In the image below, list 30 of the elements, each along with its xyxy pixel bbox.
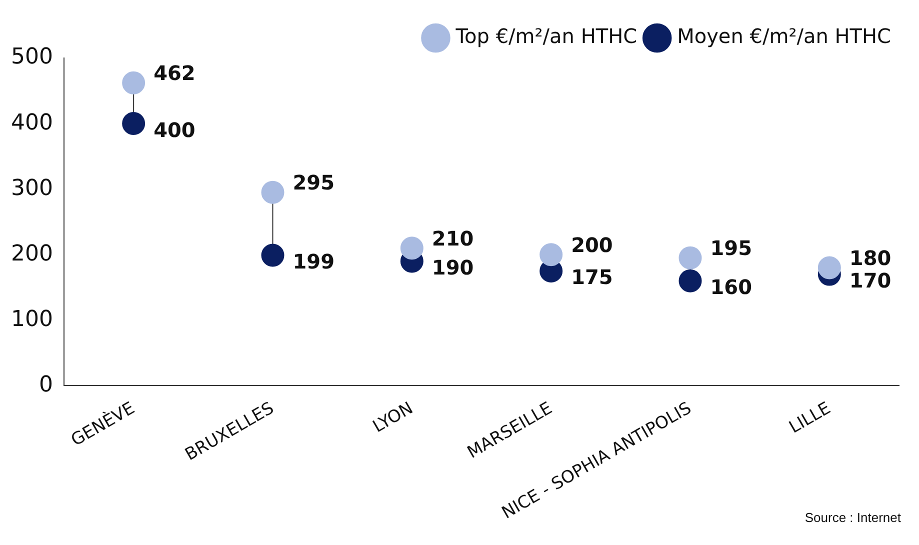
data-label: 462 (154, 61, 196, 86)
y-tick-label: 0 (38, 372, 53, 398)
data-label: 170 (849, 268, 892, 293)
point (540, 243, 563, 266)
legend-label: Top €/m²/an HTHC (454, 24, 638, 48)
source-note: Source : Internet (804, 510, 902, 526)
data-label: 180 (849, 246, 892, 270)
data-label: 190 (432, 255, 474, 280)
point (400, 236, 424, 260)
point (122, 112, 146, 136)
data-label: 199 (292, 250, 334, 274)
data-label: 210 (432, 226, 474, 250)
point (122, 71, 146, 94)
point (261, 180, 284, 204)
y-tick-label: 200 (10, 241, 53, 266)
data-label: 400 (154, 118, 196, 142)
data-label: 175 (571, 265, 613, 290)
y-tick-label: 300 (10, 176, 53, 201)
y-tick-label: 400 (10, 110, 53, 136)
point (678, 269, 702, 292)
y-tick-label: 100 (10, 306, 53, 332)
point (261, 244, 284, 267)
data-label: 195 (710, 236, 752, 260)
point (678, 246, 702, 270)
legend-label: Moyen €/m²/an HTHC (677, 24, 892, 48)
point (818, 256, 841, 280)
data-label: 295 (292, 170, 334, 195)
data-label: 200 (571, 232, 613, 257)
data-label: 160 (710, 275, 752, 300)
y-tick-label: 500 (10, 44, 53, 70)
